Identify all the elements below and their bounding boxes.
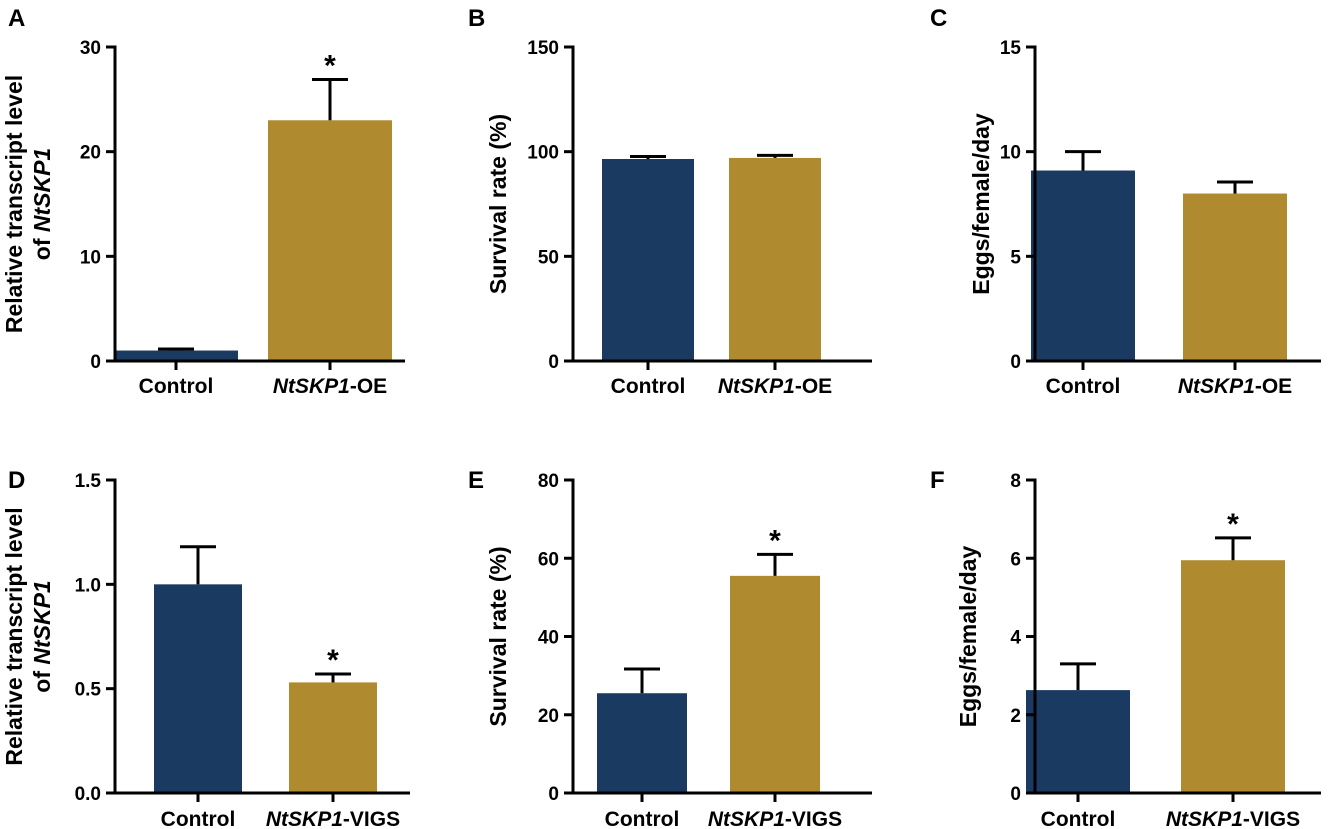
x-tick-label: NtSKP1-VIGS bbox=[1166, 808, 1300, 829]
bar-treatment bbox=[1183, 193, 1287, 361]
y-tick-label: 100 bbox=[527, 143, 559, 164]
y-axis-title: Eggs/female/day bbox=[968, 113, 994, 295]
error-bar bbox=[158, 347, 194, 351]
error-bar bbox=[180, 545, 216, 585]
y-tick-label: 30 bbox=[80, 38, 101, 59]
y-tick-label: 10 bbox=[80, 247, 101, 268]
y-tick-label: 0.0 bbox=[75, 784, 101, 805]
x-tick-label: NtSKP1-VIGS bbox=[266, 808, 400, 829]
panel-label: F bbox=[930, 467, 945, 494]
bar-control bbox=[1031, 170, 1135, 361]
y-axis-title: Relative transcript level of NtSKP1 bbox=[1, 75, 55, 333]
bar-treatment bbox=[1181, 560, 1285, 793]
panel-f: F * 0 2 4 6 8 Control NtSKP1-VIGS Eggs/female/day bbox=[930, 467, 1321, 829]
x-tick-label: Control bbox=[1041, 808, 1116, 829]
x-tick-label: NtSKP1-OE bbox=[718, 375, 832, 398]
svg-text:of NtSKP1: of NtSKP1 bbox=[29, 580, 55, 692]
y-tick-label: 20 bbox=[538, 706, 559, 727]
y-tick-label: 0.5 bbox=[75, 680, 102, 701]
x-tick-label: NtSKP1-OE bbox=[273, 375, 387, 398]
svg-text:Relative transcript level: Relative transcript level bbox=[1, 507, 27, 765]
y-tick-label: 150 bbox=[527, 38, 559, 59]
svg-text:Eggs/female/day: Eggs/female/day bbox=[968, 113, 994, 295]
significance-marker: * bbox=[769, 524, 781, 557]
y-tick-label: 40 bbox=[538, 628, 559, 649]
significance-marker: * bbox=[324, 49, 336, 82]
y-tick-label: 0 bbox=[1010, 784, 1021, 805]
error-bar bbox=[624, 667, 660, 694]
y-tick-label: 2 bbox=[1010, 706, 1021, 727]
y-tick-label: 8 bbox=[1010, 471, 1021, 492]
error-bar bbox=[630, 154, 666, 159]
y-axis-title: Survival rate (%) bbox=[485, 114, 511, 294]
error-bar bbox=[757, 153, 793, 158]
y-tick-label: 0 bbox=[548, 784, 559, 805]
y-tick-label: 4 bbox=[1010, 628, 1021, 649]
bar-treatment bbox=[729, 157, 821, 361]
bar-control bbox=[114, 350, 238, 361]
panel-c: C 0 5 10 15 Control NtSKP1-OE Eggs/female/day bbox=[930, 5, 1321, 398]
y-tick-label: 15 bbox=[1000, 38, 1022, 59]
x-tick-label: Control bbox=[605, 808, 680, 829]
error-bar bbox=[757, 552, 793, 576]
bar-treatment bbox=[730, 575, 820, 793]
error-bar bbox=[312, 77, 348, 121]
y-tick-label: 60 bbox=[538, 549, 559, 570]
panel-b: B 0 50 100 150 Control NtSKP1-OE Survival rate … bbox=[468, 5, 872, 398]
bar-control bbox=[1026, 690, 1130, 793]
error-bar bbox=[1217, 180, 1253, 194]
panel-a: A * 0 10 20 30 Control NtSKP1-OE Relative transc… bbox=[1, 5, 405, 398]
y-axis-title: Eggs/female/day bbox=[955, 546, 981, 728]
y-tick-label: 1.5 bbox=[75, 471, 102, 492]
svg-text:Eggs/female/day: Eggs/female/day bbox=[955, 546, 981, 728]
bar-control bbox=[602, 158, 694, 361]
x-tick-label: Control bbox=[1046, 375, 1121, 398]
panel-d: D * 0.0 0.5 1.0 1.5 Control NtSKP1-VIGS Relative… bbox=[1, 467, 410, 829]
svg-text:Relative transcript level: Relative transcript level bbox=[1, 75, 27, 333]
svg-text:Survival rate (%): Survival rate (%) bbox=[485, 114, 511, 294]
svg-text:of NtSKP1: of NtSKP1 bbox=[29, 148, 55, 260]
x-tick-label: Control bbox=[139, 375, 214, 398]
significance-marker: * bbox=[327, 644, 339, 677]
bar-control bbox=[154, 584, 242, 793]
y-tick-label: 6 bbox=[1010, 549, 1021, 570]
bar-treatment bbox=[268, 120, 392, 362]
x-tick-label: NtSKP1-OE bbox=[1178, 375, 1292, 398]
panel-e: E * 0 20 40 60 80 Control NtSKP1-VIGS Survival ra… bbox=[468, 467, 872, 829]
error-bar bbox=[1065, 150, 1101, 171]
panel-label: D bbox=[8, 467, 25, 494]
x-tick-label: Control bbox=[611, 375, 686, 398]
panel-label: E bbox=[468, 467, 484, 494]
y-axis-title: Survival rate (%) bbox=[485, 546, 511, 726]
x-tick-label: NtSKP1-VIGS bbox=[708, 808, 842, 829]
y-tick-label: 0 bbox=[90, 352, 101, 373]
panel-label: B bbox=[468, 5, 485, 32]
y-axis-title: Relative transcript level of NtSKP1 bbox=[1, 507, 55, 765]
y-tick-label: 0 bbox=[548, 352, 559, 373]
error-bar bbox=[1215, 536, 1251, 561]
error-bar bbox=[1060, 662, 1096, 691]
y-tick-label: 80 bbox=[538, 471, 559, 492]
panel-label: A bbox=[8, 5, 25, 32]
bar-treatment bbox=[289, 682, 377, 793]
bar-control bbox=[597, 693, 687, 793]
y-tick-label: 50 bbox=[538, 247, 559, 268]
svg-text:Survival rate (%): Survival rate (%) bbox=[485, 546, 511, 726]
y-tick-label: 0 bbox=[1010, 352, 1021, 373]
y-tick-label: 20 bbox=[80, 143, 101, 164]
x-tick-label: Control bbox=[161, 808, 236, 829]
significance-marker: * bbox=[1227, 508, 1239, 541]
error-bar bbox=[315, 672, 351, 683]
panel-label: C bbox=[930, 5, 947, 32]
y-tick-label: 10 bbox=[1000, 143, 1021, 164]
y-tick-label: 5 bbox=[1010, 247, 1021, 268]
y-tick-label: 1.0 bbox=[75, 575, 101, 596]
